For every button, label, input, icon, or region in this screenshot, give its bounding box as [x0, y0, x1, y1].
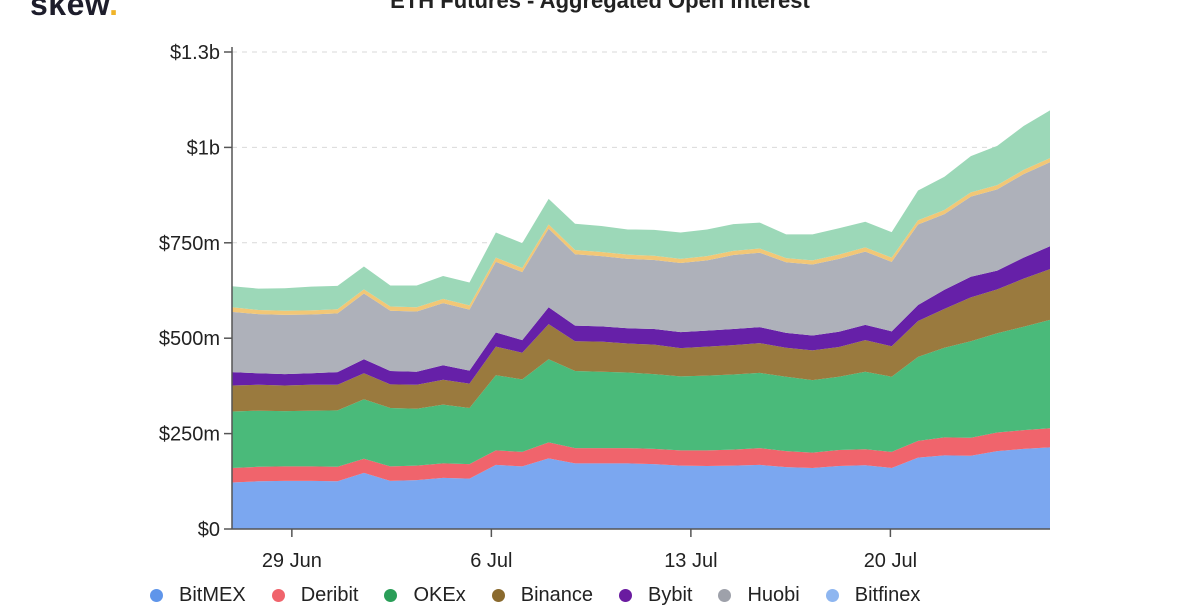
x-tick-label: 20 Jul: [864, 550, 917, 572]
area-huobi: [232, 162, 1050, 375]
series-areas: [232, 110, 1050, 529]
chart-title: ETH Futures - Aggregated Open Interest: [390, 0, 810, 13]
legend-swatch-icon: [718, 589, 732, 602]
x-tick-label: 6 Jul: [470, 550, 512, 572]
legend-swatch-icon: [150, 589, 163, 602]
y-tick-label: $0: [198, 519, 220, 541]
legend-label: Bitfinex: [854, 584, 921, 606]
legend-item-deribit[interactable]: Deribit: [271, 584, 359, 607]
x-tick-label: 13 Jul: [664, 550, 717, 572]
legend-label: Huobi: [747, 584, 800, 606]
area-other: [232, 110, 1050, 311]
x-tick-label: 29 Jun: [262, 550, 322, 572]
legend-label: Binance: [520, 584, 594, 606]
legend-item-bitfinex[interactable]: Bitfinex: [825, 584, 921, 607]
legend-swatch-icon: [825, 589, 839, 602]
legend-item-okex[interactable]: OKEx: [384, 584, 466, 607]
legend-swatch-icon: [384, 589, 398, 602]
y-tick-label: $1.3b: [170, 42, 220, 64]
brand-logo: skew.: [30, 0, 119, 22]
legend-swatch-icon: [619, 589, 633, 602]
legend-item-huobi[interactable]: Huobi: [718, 584, 800, 607]
y-tick-label: $250m: [159, 424, 220, 446]
legend-label: Deribit: [300, 584, 359, 606]
y-tick-labels: $0 $250m $500m $750m $1b $1.3b: [159, 42, 220, 541]
x-tick-labels: 29 Jun 6 Jul 13 Jul 20 Jul: [262, 550, 917, 572]
legend-label: OKEx: [413, 584, 466, 606]
legend-label: Bybit: [648, 584, 693, 606]
legend-item-binance[interactable]: Binance: [491, 584, 594, 607]
y-tick-label: $750m: [159, 233, 220, 255]
legend-swatch-icon: [491, 589, 505, 602]
legend-item-bitmex[interactable]: BitMEX: [150, 584, 246, 607]
chart-plot: $0 $250m $500m $750m $1b $1.3b 29 Jun 6 Jul 13 …: [159, 42, 1050, 572]
chart-legend: BitMEX Deribit OKEx Binance Bybit Huobi Bitfin…: [150, 584, 946, 607]
area-deribit: [232, 428, 1050, 483]
y-tick-label: $1b: [187, 137, 220, 159]
legend-item-bybit[interactable]: Bybit: [619, 584, 692, 607]
area-binance: [232, 269, 1050, 412]
area-bitmex: [232, 447, 1050, 529]
legend-label: BitMEX: [179, 584, 246, 606]
y-tick-label: $500m: [159, 328, 220, 350]
area-okex: [232, 319, 1050, 468]
legend-swatch-icon: [271, 589, 285, 602]
axes: [231, 47, 1050, 537]
